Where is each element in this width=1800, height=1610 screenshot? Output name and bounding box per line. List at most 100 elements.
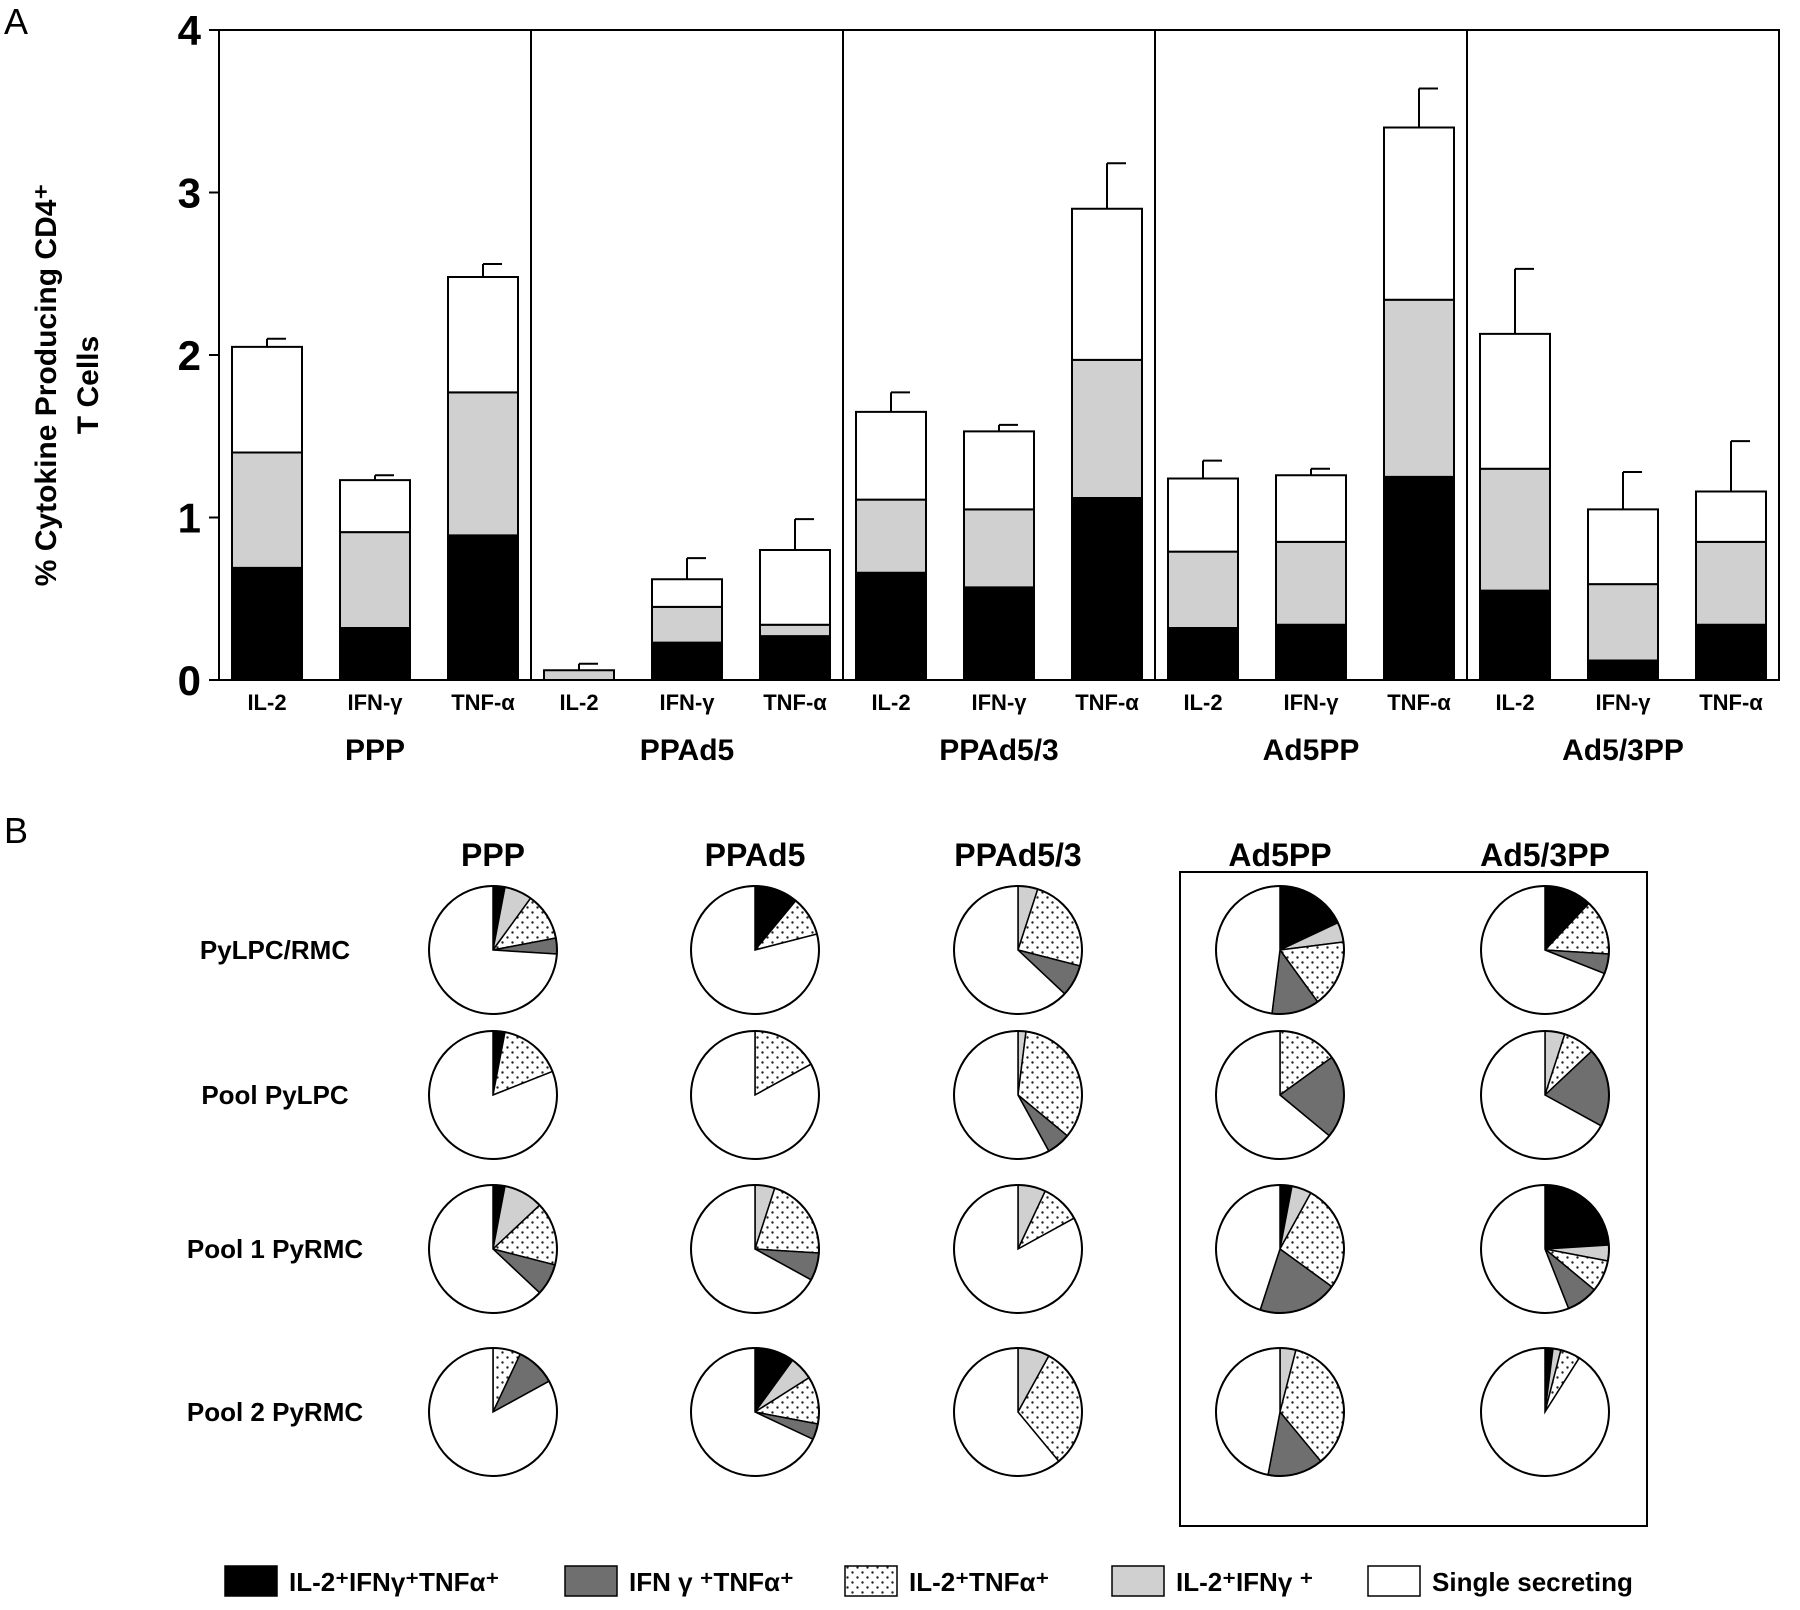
x-tick-label: TNF-α [1075, 690, 1139, 715]
panel-a-label: A [4, 1, 28, 42]
bar-segment [1479, 467, 1551, 592]
pie-outline [428, 1184, 558, 1314]
bar-segment [1383, 475, 1455, 681]
bar-segment [855, 571, 927, 681]
pie-outline [1480, 885, 1610, 1015]
bar-segment [963, 586, 1035, 681]
bar-segment [231, 345, 303, 454]
pie-column-header: PPAd5 [705, 837, 806, 873]
bar-segment [963, 430, 1035, 511]
x-tick-label: IFN-γ [1596, 690, 1652, 715]
y-tick-label: 3 [178, 170, 201, 217]
bar-segment [231, 566, 303, 681]
bar-segment [1383, 298, 1455, 478]
pie-outline [690, 1347, 820, 1477]
legend-swatch [844, 1565, 898, 1597]
bar-segment [1071, 207, 1143, 361]
pie-outline [690, 1184, 820, 1314]
bar-segment [1695, 623, 1767, 681]
bar-segment [1587, 508, 1659, 586]
pie-column-header: Ad5PP [1228, 837, 1331, 873]
x-tick-label: TNF-α [451, 690, 515, 715]
x-tick-label: IFN-γ [660, 690, 716, 715]
pie-outline [1480, 1184, 1610, 1314]
legend-label: IFN γ ⁺TNFα⁺ [629, 1567, 794, 1597]
pie-row-label: Pool 2 PyRMC [187, 1397, 363, 1427]
bar-segment [1587, 583, 1659, 662]
pie-outline [428, 1030, 558, 1160]
legend-swatch [1367, 1565, 1421, 1597]
pie-outline [690, 1030, 820, 1160]
pie-outline [1215, 1030, 1345, 1160]
bar-segment [339, 627, 411, 681]
bar-segment [1167, 627, 1239, 681]
pie-column-header: PPAd5/3 [954, 837, 1081, 873]
bar-segment [1071, 497, 1143, 681]
pie-outline [1480, 1030, 1610, 1160]
panel-b-label: B [4, 810, 28, 851]
bar-segment [1479, 332, 1551, 470]
legend-swatch [564, 1565, 618, 1597]
pie-outline [953, 1184, 1083, 1314]
legend-label: Single secreting [1432, 1567, 1633, 1597]
pie-column-header: PPP [461, 837, 525, 873]
pie-chart-grid: PPP PPAd5 PPAd5/3 Ad5PP Ad5/3PP PyLPC/RMC Pool… [187, 837, 1610, 1477]
x-tick-label: IFN-γ [1284, 690, 1340, 715]
highlight-box [1179, 871, 1648, 1527]
y-tick-label: 1 [178, 495, 201, 542]
pie-outline [1215, 1184, 1345, 1314]
pie-slice [1215, 1347, 1281, 1476]
x-tick-label: TNF-α [763, 690, 827, 715]
pie-outline [428, 885, 558, 1015]
bar-segment [651, 578, 723, 608]
pie-outline [1480, 1347, 1610, 1477]
bar-segment [855, 498, 927, 574]
group-label: PPAd5 [640, 734, 734, 767]
bar-segment [651, 641, 723, 681]
bar-segment [1275, 474, 1347, 543]
x-tick-label: IL-2 [871, 690, 910, 715]
bar-segment [339, 531, 411, 629]
bar-segment [759, 549, 831, 626]
legend-label: IL-2⁺IFNγ ⁺ [1176, 1567, 1313, 1597]
pie-outline [1215, 885, 1345, 1015]
bar-segment [1275, 623, 1347, 681]
bar-segment [855, 410, 927, 501]
group-label: Ad5/3PP [1562, 734, 1684, 767]
bar-segment [1275, 540, 1347, 626]
bar-segment [759, 623, 831, 638]
bar-segment [963, 508, 1035, 589]
pie-row-label: Pool PyLPC [201, 1080, 349, 1110]
bar-segment [339, 479, 411, 534]
bar-segment [651, 605, 723, 644]
x-tick-label: IL-2 [247, 690, 286, 715]
y-tick-label: 0 [178, 657, 201, 704]
bar-segment [543, 669, 615, 681]
pie-row-label: PyLPC/RMC [200, 935, 350, 965]
pie-outline [428, 1347, 558, 1477]
bar-segment [231, 451, 303, 569]
bar-segment [1383, 126, 1455, 301]
bar-segment [447, 391, 519, 537]
group-label: PPAd5/3 [939, 734, 1059, 767]
bar-segment [1167, 550, 1239, 629]
legend: IL-2⁺IFNγ⁺TNFα⁺ IFN γ ⁺TNFα⁺ IL-2⁺TNFα⁺ IL-… [224, 1565, 1633, 1597]
pie-outline [1215, 1347, 1345, 1477]
bar-segment [447, 534, 519, 681]
bar-segment [1071, 358, 1143, 499]
pie-column-header: Ad5/3PP [1480, 837, 1610, 873]
x-tick-label: IFN-γ [348, 690, 404, 715]
x-tick-label: TNF-α [1387, 690, 1451, 715]
bar-segment [759, 635, 831, 681]
bar-segment [447, 276, 519, 394]
y-tick-label: 2 [178, 332, 201, 379]
pie-outline [690, 885, 820, 1015]
pie-outline [953, 885, 1083, 1015]
pie-slice [1215, 885, 1281, 1015]
x-tick-label: TNF-α [1699, 690, 1763, 715]
x-tick-label: IL-2 [559, 690, 598, 715]
y-axis-label-line1: % Cytokine Producing CD4⁺ [30, 184, 63, 587]
bar-segment [1167, 477, 1239, 553]
group-label: PPP [345, 734, 405, 767]
